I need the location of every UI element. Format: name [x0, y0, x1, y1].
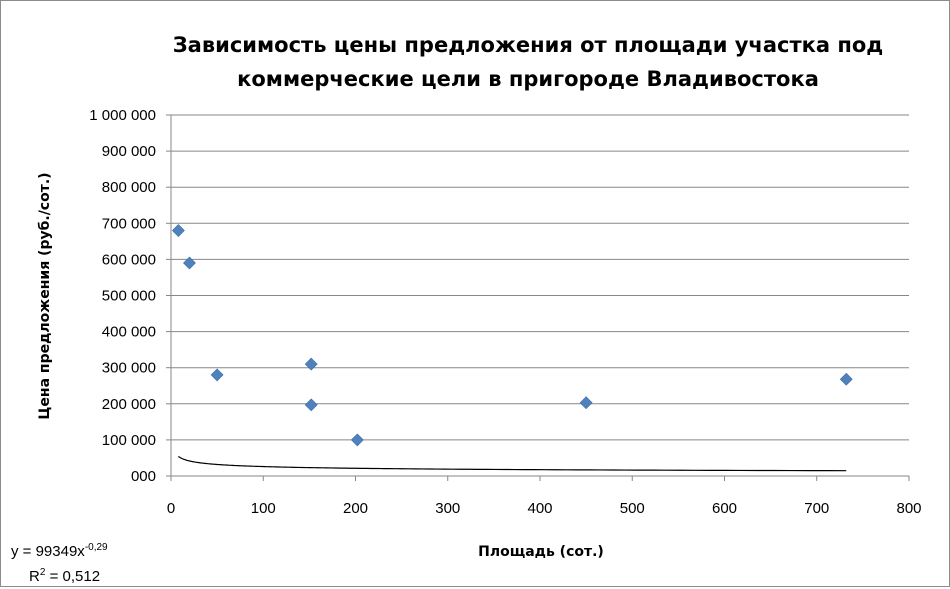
trendline-r-squared: R2 = 0,512: [11, 564, 108, 589]
x-tick-label: 200: [343, 500, 368, 517]
y-tick-label: 400 000: [102, 324, 156, 341]
formula-text: y = 99349x: [11, 543, 85, 560]
x-axis-title: Площадь (сот.): [478, 544, 604, 560]
data-points: [171, 224, 853, 447]
axes: [166, 114, 910, 481]
y-tick-label: 300 000: [102, 360, 156, 377]
y-tick-label: 000: [131, 468, 156, 485]
y-tick-label: 600 000: [102, 251, 156, 268]
data-point-marker: [839, 372, 853, 386]
x-tick-label: 800: [896, 500, 921, 517]
x-tick-label: 700: [804, 500, 829, 517]
x-tick-label: 500: [620, 500, 645, 517]
y-tick-label: 200 000: [102, 396, 156, 413]
data-point-marker: [304, 398, 318, 412]
y-tick-label: 900 000: [102, 143, 156, 160]
power-trendline: [178, 455, 847, 472]
y-tick-labels: 000 100 000 200 000 300 000 400 000 500 000 60…: [89, 107, 156, 485]
r2-symbol: R: [29, 568, 40, 585]
y-tick-label: 500 000: [102, 288, 156, 305]
x-tick-label: 400: [527, 500, 552, 517]
y-tick-label: 800 000: [102, 179, 156, 196]
y-tick-label: 100 000: [102, 432, 156, 449]
trendline-formula: y = 99349x-0,29: [11, 539, 108, 564]
x-tick-label: 0: [167, 500, 175, 517]
y-axis-title: Цена предложения (руб./сот.): [37, 172, 53, 419]
data-point-marker: [183, 256, 196, 270]
chart-title: Зависимость цены предложения от площади …: [1, 28, 950, 96]
gridlines: [171, 114, 909, 441]
data-point-marker: [304, 357, 318, 371]
x-tick-labels: 0 100 200 300 400 500 600 700 800: [167, 500, 922, 517]
formula-exponent: -0,29: [84, 542, 108, 553]
data-point-marker: [579, 396, 593, 410]
chart-title-line-1: Зависимость цены предложения от площади …: [172, 33, 884, 57]
data-point-marker: [350, 433, 364, 447]
x-tick-label: 100: [251, 500, 276, 517]
y-tick-label: 1 000 000: [89, 107, 156, 124]
trendline-equation: y = 99349x-0,29 R2 = 0,512: [11, 539, 108, 589]
data-point-marker: [171, 224, 185, 237]
r2-superscript: 2: [39, 567, 46, 578]
data-point-marker: [210, 368, 224, 382]
y-tick-label: 700 000: [102, 215, 156, 232]
r2-value: = 0,512: [45, 568, 101, 585]
chart-title-line-2: коммерческие цели в пригороде Владивосто…: [237, 67, 819, 91]
x-tick-label: 600: [712, 500, 737, 517]
x-tick-label: 300: [435, 500, 460, 517]
